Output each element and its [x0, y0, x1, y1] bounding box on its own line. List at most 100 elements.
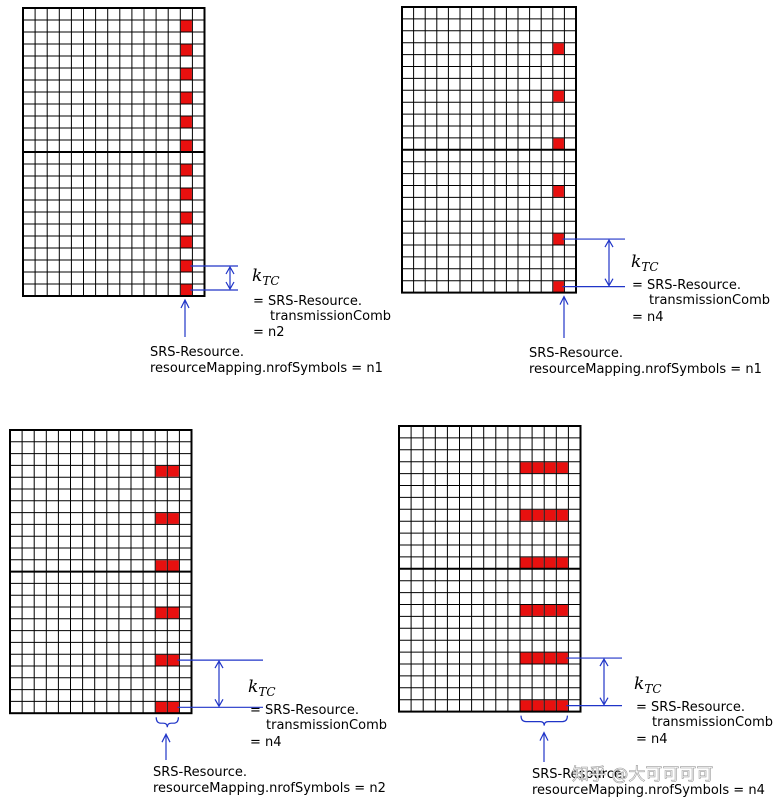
- mapping-label-line-2: resourceMapping.nrofSymbols = n1: [529, 362, 762, 377]
- srs-resource-element: [532, 652, 544, 664]
- srs-resource-element: [553, 90, 564, 102]
- srs-resource-element: [180, 92, 192, 104]
- mapping-label-line-1: SRS-Resource.: [153, 765, 247, 780]
- transmission-comb-line-3: = n2: [253, 325, 285, 340]
- srs-resource-element: [167, 654, 179, 666]
- srs-resource-element: [520, 605, 532, 616]
- grid-border: [401, 6, 577, 294]
- ktc-arrowhead-down: [604, 278, 614, 287]
- srs-resource-element: [180, 116, 192, 128]
- panel-top-right: kTC = SRS-Resource. transmissionComb = n…: [401, 6, 770, 377]
- srs-resource-element: [155, 513, 167, 524]
- mapping-label-line-1: SRS-Resource.: [532, 767, 626, 782]
- srs-resource-element: [532, 557, 544, 569]
- srs-resource-element: [180, 140, 192, 152]
- mapping-arrowhead: [161, 732, 171, 743]
- transmission-comb-line-1: = SRS-Resource.: [632, 278, 741, 293]
- srs-resource-element: [155, 465, 167, 477]
- ktc-arrowhead-up: [214, 659, 224, 669]
- mapping-label-line-2: resourceMapping.nrofSymbols = n1: [150, 361, 383, 376]
- symbols-brace: [520, 715, 568, 726]
- transmission-comb-line-3: = n4: [250, 735, 282, 750]
- srs-resource-element: [544, 557, 556, 569]
- srs-resource-element: [180, 164, 192, 176]
- transmission-comb-line-2: transmissionComb: [270, 309, 391, 324]
- srs-resource-element: [556, 605, 568, 616]
- srs-resource-element: [520, 462, 532, 474]
- srs-resource-element: [180, 284, 192, 296]
- srs-resource-element: [556, 652, 568, 664]
- mapping-arrowhead: [180, 298, 190, 309]
- panel-top-left: kTC = SRS-Resource. transmissionComb = n…: [22, 7, 391, 376]
- srs-resource-element: [180, 44, 192, 56]
- mapping-label-line-1: SRS-Resource.: [529, 346, 623, 361]
- srs-resource-element: [556, 557, 568, 569]
- ktc-arrowhead-down: [599, 697, 609, 706]
- srs-resource-element: [520, 700, 532, 712]
- srs-resource-element: [167, 607, 179, 619]
- transmission-comb-line-2: transmissionComb: [652, 715, 773, 730]
- srs-resource-element: [155, 560, 167, 572]
- srs-resource-element: [553, 281, 564, 293]
- srs-resource-element: [180, 188, 192, 200]
- srs-resource-element: [167, 513, 179, 524]
- ktc-arrowhead-up: [599, 657, 609, 667]
- mapping-label-line-1: SRS-Resource.: [150, 345, 244, 360]
- srs-resource-element: [155, 607, 167, 619]
- srs-resource-element: [544, 700, 556, 712]
- ktc-annotation: [155, 659, 263, 760]
- ktc-arrowhead-down: [225, 281, 235, 291]
- ktc-arrowhead-up: [225, 265, 235, 275]
- mapping-arrowhead: [539, 731, 549, 741]
- srs-resource-element: [544, 605, 556, 616]
- srs-resource-element: [520, 509, 532, 521]
- srs-resource-element: [167, 560, 179, 572]
- srs-resource-element: [544, 509, 556, 521]
- srs-resource-element: [532, 605, 544, 616]
- srs-resource-element: [532, 462, 544, 474]
- srs-resource-element: [556, 462, 568, 474]
- srs-resource-element: [544, 652, 556, 664]
- transmission-comb-line-1: = SRS-Resource.: [253, 294, 362, 309]
- ktc-label: kTC: [252, 266, 280, 288]
- transmission-comb-line-1: = SRS-Resource.: [636, 700, 745, 715]
- srs-resource-element: [180, 20, 192, 32]
- srs-resource-element: [180, 260, 192, 272]
- srs-resource-element: [556, 509, 568, 521]
- resource-grid: [398, 425, 582, 713]
- ktc-label: kTC: [631, 252, 659, 274]
- srs-resource-element: [167, 701, 179, 713]
- transmission-comb-line-1: = SRS-Resource.: [250, 703, 359, 718]
- srs-resource-element: [155, 701, 167, 713]
- srs-resource-element: [532, 509, 544, 521]
- srs-resource-element: [544, 462, 556, 474]
- srs-resource-element: [553, 43, 564, 55]
- srs-resource-element: [155, 654, 167, 666]
- transmission-comb-line-2: transmissionComb: [266, 718, 387, 733]
- resource-grid: [401, 6, 577, 294]
- ktc-arrowhead-down: [214, 699, 224, 708]
- srs-resource-element: [180, 68, 192, 80]
- panel-bottom-left: kTC = SRS-Resource. transmissionComb = n…: [9, 429, 387, 796]
- grid-border: [398, 425, 582, 713]
- srs-resource-element: [556, 700, 568, 712]
- watermark: 知乎 @大可可可可: [572, 765, 713, 785]
- srs-resource-element: [520, 557, 532, 569]
- symbols-brace: [155, 717, 179, 728]
- mapping-label-line-2: resourceMapping.nrofSymbols = n4: [532, 783, 765, 798]
- srs-resource-element: [520, 652, 532, 664]
- mapping-arrowhead: [559, 295, 569, 305]
- resource-grid: [9, 429, 193, 715]
- resource-grid: [22, 7, 206, 297]
- ktc-annotation: [520, 657, 622, 762]
- ktc-annotation: [559, 238, 625, 338]
- srs-resource-element: [180, 236, 192, 248]
- srs-resource-element: [553, 233, 564, 245]
- ktc-label: kTC: [248, 677, 276, 699]
- srs-resource-element: [167, 465, 179, 477]
- ktc-annotation: [180, 265, 238, 337]
- mapping-label-line-2: resourceMapping.nrofSymbols = n2: [153, 781, 386, 796]
- ktc-label: kTC: [634, 674, 662, 696]
- grid-border: [9, 429, 193, 715]
